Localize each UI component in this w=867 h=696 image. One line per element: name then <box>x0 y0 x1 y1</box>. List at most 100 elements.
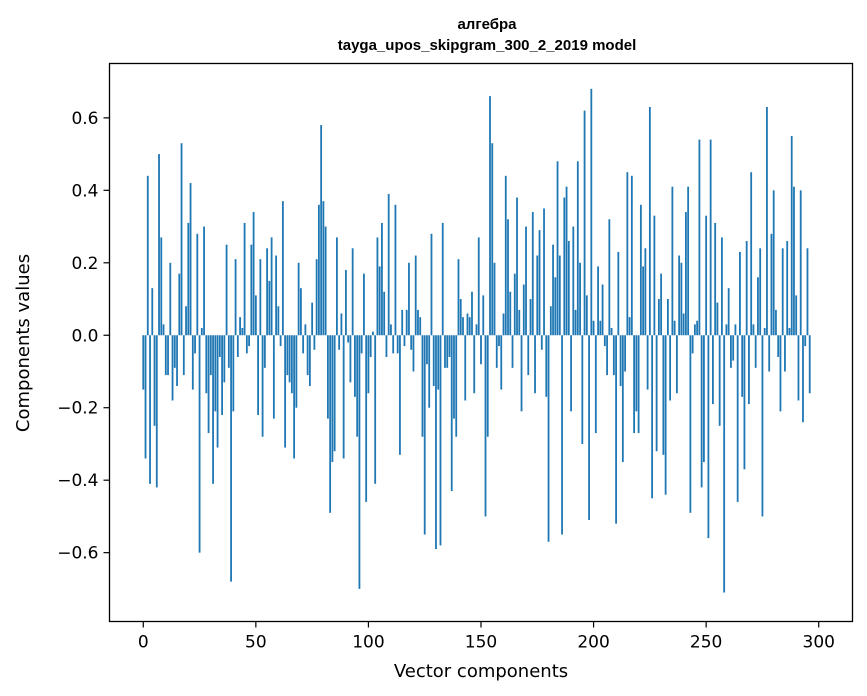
bar <box>171 335 174 401</box>
bar <box>347 335 350 343</box>
bar <box>200 328 203 336</box>
bar <box>288 335 291 383</box>
bar <box>421 335 424 437</box>
bar <box>149 335 151 484</box>
bar <box>567 241 570 336</box>
bar <box>354 335 356 397</box>
bar <box>579 262 581 336</box>
bar <box>151 288 154 336</box>
bar <box>504 175 507 336</box>
bar <box>302 335 305 354</box>
bar <box>331 335 334 463</box>
bar <box>320 125 323 336</box>
bar <box>727 288 730 336</box>
bar <box>160 237 163 336</box>
bar <box>646 335 649 390</box>
bar <box>194 335 196 354</box>
bar <box>626 172 629 336</box>
bar <box>448 335 451 357</box>
bar <box>585 295 588 336</box>
chart-title: алгебра <box>457 16 517 33</box>
bar <box>227 335 230 368</box>
bar <box>669 335 672 401</box>
bar <box>414 255 417 336</box>
bar <box>594 335 597 434</box>
bar <box>189 183 192 336</box>
bar <box>642 266 645 336</box>
bar <box>741 335 744 397</box>
bar <box>725 324 728 336</box>
bar <box>430 233 433 336</box>
bar <box>707 335 710 539</box>
bar <box>606 335 608 376</box>
bar <box>660 273 663 336</box>
bar <box>239 317 241 336</box>
bar <box>338 335 341 350</box>
bars-group <box>142 88 811 593</box>
bar <box>802 335 804 423</box>
bar <box>230 335 232 582</box>
bar <box>311 302 314 336</box>
bar <box>349 335 352 383</box>
bar <box>486 335 489 437</box>
bar <box>254 295 257 336</box>
bar <box>471 291 473 336</box>
x-tick-label: 150 <box>465 633 497 653</box>
bar <box>410 335 413 350</box>
bar <box>169 262 172 336</box>
bar <box>491 143 494 336</box>
bar <box>624 335 626 372</box>
bar <box>342 335 345 459</box>
bar <box>536 255 539 336</box>
bar <box>324 226 327 336</box>
bar <box>732 335 735 361</box>
bar <box>529 299 532 336</box>
bar <box>435 335 437 550</box>
bar <box>698 139 701 336</box>
bar <box>290 335 293 394</box>
bar <box>155 335 158 488</box>
bar <box>405 309 408 336</box>
bar <box>655 335 658 452</box>
bar <box>779 335 782 412</box>
bar <box>651 335 654 499</box>
bar <box>565 186 568 336</box>
bar <box>275 255 278 336</box>
bar <box>306 335 309 376</box>
bar <box>786 241 789 336</box>
bar <box>299 288 302 336</box>
bar <box>378 266 381 336</box>
bar <box>561 335 563 535</box>
bar <box>680 262 683 336</box>
bar <box>689 335 692 513</box>
x-tick-label: 250 <box>690 633 722 653</box>
bar <box>691 335 694 354</box>
bar <box>777 335 780 357</box>
bar <box>432 335 435 386</box>
bar <box>597 266 599 336</box>
bar <box>768 335 771 372</box>
bar <box>554 277 557 336</box>
bar <box>518 309 521 336</box>
bar <box>678 255 681 336</box>
bar <box>781 248 784 336</box>
bar <box>599 320 602 336</box>
bar <box>653 215 656 336</box>
bar <box>757 277 759 336</box>
bar <box>473 335 476 394</box>
bar <box>666 299 669 336</box>
bar <box>191 335 194 390</box>
bar <box>214 335 217 412</box>
chart-subtitle: tayga_upos_skipgram_300_2_2019 model <box>338 37 637 54</box>
bar <box>531 212 534 336</box>
bar <box>209 335 212 376</box>
bar <box>621 335 624 463</box>
bar <box>462 317 464 336</box>
bar <box>617 251 620 336</box>
bar <box>552 244 554 336</box>
bar <box>396 335 399 354</box>
x-axis-label: Vector components <box>394 661 568 682</box>
plot-frame <box>108 62 854 623</box>
bar <box>509 291 512 336</box>
bar <box>601 284 604 336</box>
